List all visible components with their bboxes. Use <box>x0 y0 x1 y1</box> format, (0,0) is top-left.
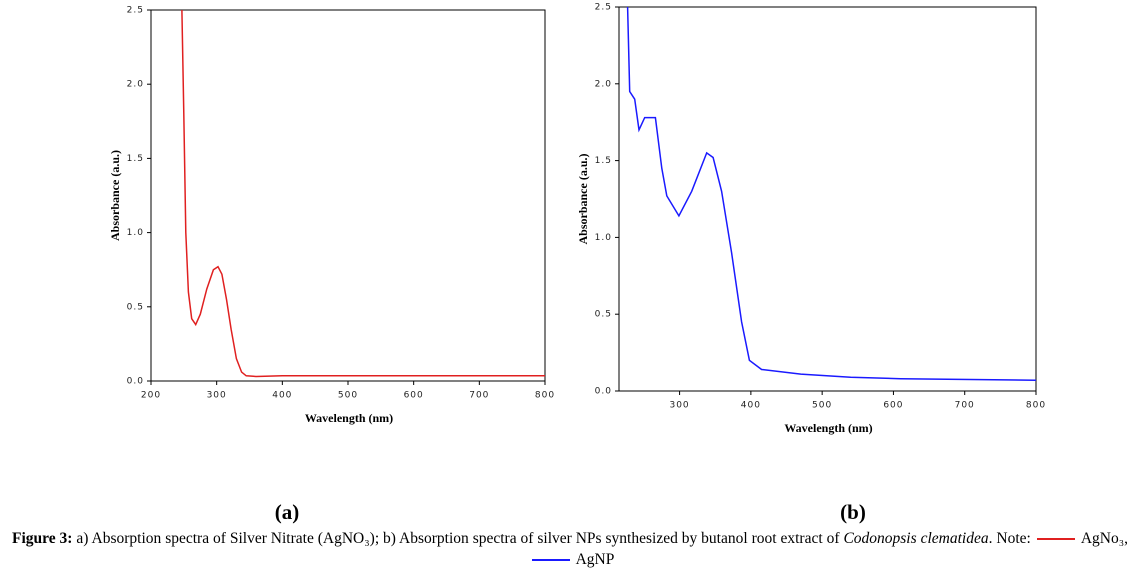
x-tick-label: 400 <box>272 391 292 401</box>
species: Codonopsis clematidea <box>843 530 989 547</box>
y-tick-label: 0.5 <box>127 302 144 312</box>
y-tick-label: 0.5 <box>595 310 612 320</box>
y-axis-label: Absorbance (a.u.) <box>576 153 590 244</box>
legend-label: AgNo₃ <box>1080 530 1125 547</box>
x-tick-label: 500 <box>812 401 832 411</box>
x-tick-label: 500 <box>338 391 358 401</box>
x-tick-label: 600 <box>404 391 424 401</box>
panel-label: (b) <box>840 500 866 524</box>
x-tick-label: 200 <box>141 391 161 401</box>
y-tick-label: 1.5 <box>595 156 612 166</box>
x-tick-label: 800 <box>535 391 555 401</box>
legend-swatch <box>531 559 570 562</box>
x-tick-label: 700 <box>469 391 489 401</box>
y-tick-label: 1.0 <box>595 233 612 243</box>
x-tick-label: 300 <box>207 391 227 401</box>
y-tick-label: 0.0 <box>127 377 144 387</box>
x-tick-label: 700 <box>955 401 975 411</box>
spectrum-line <box>626 7 1036 381</box>
caption-label: Figure 3: <box>12 530 73 547</box>
note: . Note: <box>988 530 1031 547</box>
x-axis-label: Wavelength (nm) <box>305 411 393 425</box>
y-axis-label: Absorbance (a.u.) <box>108 150 122 241</box>
caption-text: a) Absorption spectra of Silver Nitrate … <box>72 530 844 547</box>
y-tick-label: 2.0 <box>595 79 612 89</box>
caption: Figure 3: a) Absorption spectra of Silve… <box>12 528 1128 570</box>
legend-separator: , <box>1124 530 1128 547</box>
y-tick-label: 2.5 <box>595 3 612 13</box>
y-tick-label: 2.5 <box>127 6 144 16</box>
y-tick-label: 2.0 <box>127 80 144 90</box>
x-tick-label: 400 <box>741 401 761 411</box>
spectrum-line <box>181 10 545 378</box>
panel-label: (a) <box>275 500 300 524</box>
legend-swatch <box>1036 538 1075 541</box>
plot-frame <box>150 9 546 382</box>
x-tick-label: 800 <box>1026 401 1046 411</box>
x-tick-label: 300 <box>669 401 689 411</box>
y-tick-label: 1.5 <box>127 154 144 164</box>
figure: 0.0 0.5 1.0 1.5 2.0 2.5 200 300 400 500 600 700 800 W… <box>108 3 1046 525</box>
plot-frame <box>618 6 1037 392</box>
y-tick-label: 1.0 <box>127 228 144 238</box>
legend-label: AgNP <box>575 551 615 568</box>
y-tick-label: 0.0 <box>595 387 612 397</box>
x-tick-label: 600 <box>883 401 903 411</box>
x-axis-label: Wavelength (nm) <box>784 421 872 435</box>
